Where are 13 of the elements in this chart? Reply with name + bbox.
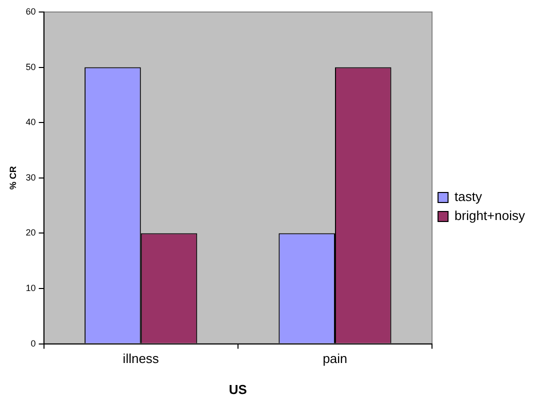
legend-label: bright+noisy: [454, 208, 526, 224]
legend-label: tasty: [454, 189, 482, 204]
y-tick-label: 40: [26, 117, 36, 128]
y-axis-title: % CR: [8, 166, 18, 190]
x-tick-label: pain: [322, 351, 348, 366]
y-tick-label: 60: [26, 6, 36, 16]
y-tick-label: 30: [26, 172, 36, 182]
y-tick-label: 10: [26, 282, 36, 293]
x-tick-label: illness: [122, 351, 160, 366]
y-tick-label: 0: [30, 338, 36, 348]
y-tick-label: 20: [26, 228, 36, 238]
x-axis-title: US: [228, 382, 248, 397]
y-tick-label: 50: [26, 62, 36, 72]
